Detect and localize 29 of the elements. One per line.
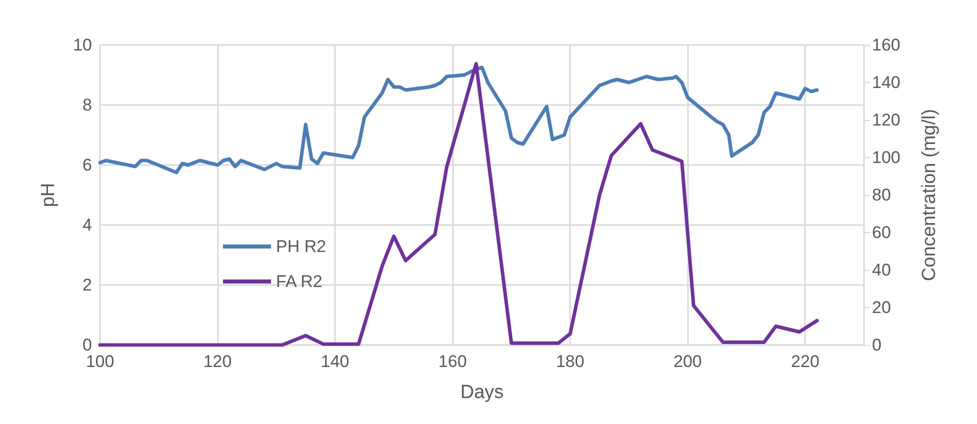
line-series (98, 66, 819, 174)
x-tick-label: 120 (203, 352, 232, 371)
x-axis-title: Days (460, 382, 504, 403)
y2-tick-label: 0 (872, 336, 882, 354)
x-tick-label: 200 (674, 352, 702, 371)
y2-tick-label: 60 (872, 223, 891, 242)
y2-tick-label: 160 (872, 36, 900, 54)
y-tick-label: 8 (82, 96, 92, 114)
y2-tick-label: 100 (872, 148, 900, 167)
y-tick-label: 10 (73, 36, 92, 54)
y-tick-label: 4 (82, 216, 92, 234)
y-tick-label: 0 (82, 336, 92, 354)
y2-tick-label: 20 (872, 298, 891, 317)
x-tick-label: 160 (438, 352, 467, 371)
y2-tick-label: 120 (872, 110, 900, 130)
legend-label: PH R2 (276, 237, 326, 256)
line-series (98, 62, 819, 347)
legend-label: FA R2 (276, 272, 322, 291)
y-tick-label: 6 (82, 156, 92, 174)
y2-tick-label: 80 (872, 186, 891, 204)
y2-axis-title: Concentration (mg/l) (919, 108, 940, 282)
x-tick-label: 220 (791, 352, 820, 371)
y-axis-title: pH (38, 182, 59, 208)
y2-tick-label: 40 (872, 260, 891, 280)
x-tick-label: 180 (556, 352, 584, 371)
y2-tick-label: 140 (872, 73, 900, 92)
x-tick-label: 100 (86, 352, 114, 371)
y-tick-label: 2 (82, 276, 92, 294)
x-tick-label: 140 (320, 352, 350, 371)
